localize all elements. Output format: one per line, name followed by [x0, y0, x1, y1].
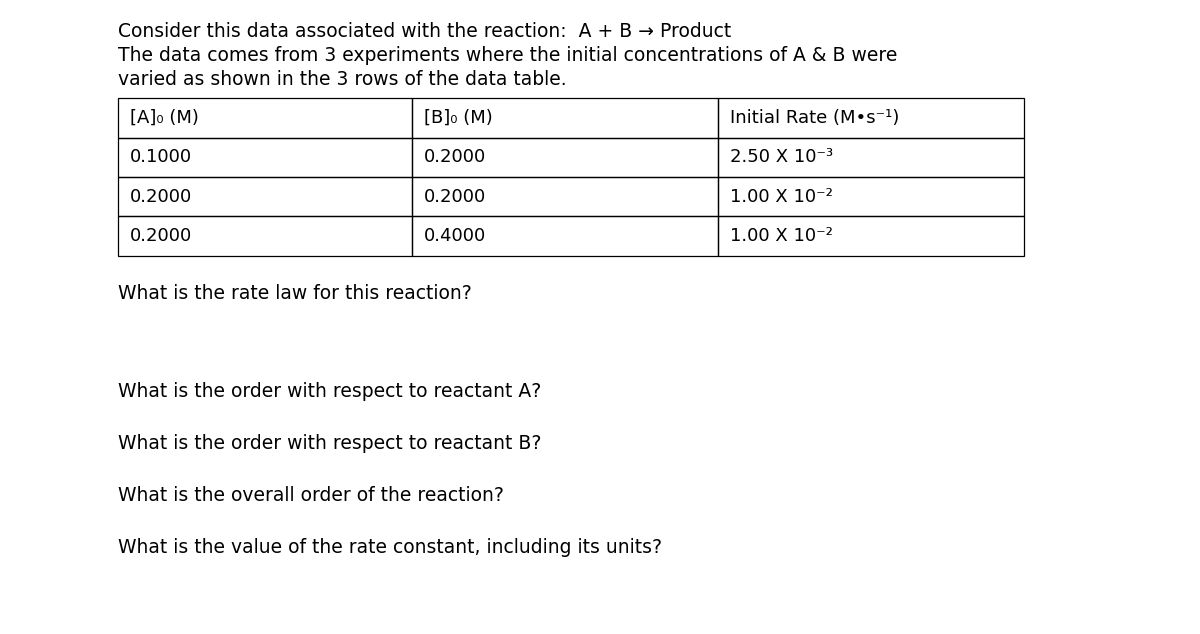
Bar [118, 216, 412, 256]
Text: What is the value of the rate constant, including its units?: What is the value of the rate constant, … [118, 538, 661, 557]
Text: [B]₀ (M): [B]₀ (M) [424, 109, 492, 127]
Text: What is the order with respect to reactant A?: What is the order with respect to reacta… [118, 382, 541, 401]
Text: What is the overall order of the reaction?: What is the overall order of the reactio… [118, 486, 504, 505]
Text: 0.1000: 0.1000 [130, 148, 192, 166]
Text: 0.4000: 0.4000 [424, 227, 486, 245]
Text: 0.2000: 0.2000 [424, 188, 486, 205]
Bar [412, 98, 718, 138]
Text: 0.2000: 0.2000 [130, 188, 192, 205]
Text: 1.00 X 10⁻²: 1.00 X 10⁻² [730, 227, 833, 245]
Text: [A]₀ (M): [A]₀ (M) [130, 109, 198, 127]
Text: The data comes from 3 experiments where the initial concentrations of A & B were: The data comes from 3 experiments where … [118, 46, 896, 65]
Text: What is the order with respect to reactant B?: What is the order with respect to reacta… [118, 434, 541, 453]
Bar [718, 138, 1024, 177]
Text: 0.2000: 0.2000 [424, 148, 486, 166]
Text: 0.2000: 0.2000 [130, 227, 192, 245]
Bar [412, 216, 718, 256]
Bar [718, 177, 1024, 216]
Text: 1.00 X 10⁻²: 1.00 X 10⁻² [730, 188, 833, 205]
Bar [412, 177, 718, 216]
Text: Consider this data associated with the reaction:  A + B → Product: Consider this data associated with the r… [118, 22, 731, 41]
Text: 2.50 X 10⁻³: 2.50 X 10⁻³ [730, 148, 833, 166]
Bar [118, 177, 412, 216]
Text: varied as shown in the 3 rows of the data table.: varied as shown in the 3 rows of the dat… [118, 70, 566, 89]
Bar [118, 138, 412, 177]
Bar [118, 98, 412, 138]
Bar [412, 138, 718, 177]
Bar [718, 98, 1024, 138]
Text: Initial Rate (M•s⁻¹): Initial Rate (M•s⁻¹) [730, 109, 899, 127]
Bar [718, 216, 1024, 256]
Text: What is the rate law for this reaction?: What is the rate law for this reaction? [118, 284, 472, 303]
